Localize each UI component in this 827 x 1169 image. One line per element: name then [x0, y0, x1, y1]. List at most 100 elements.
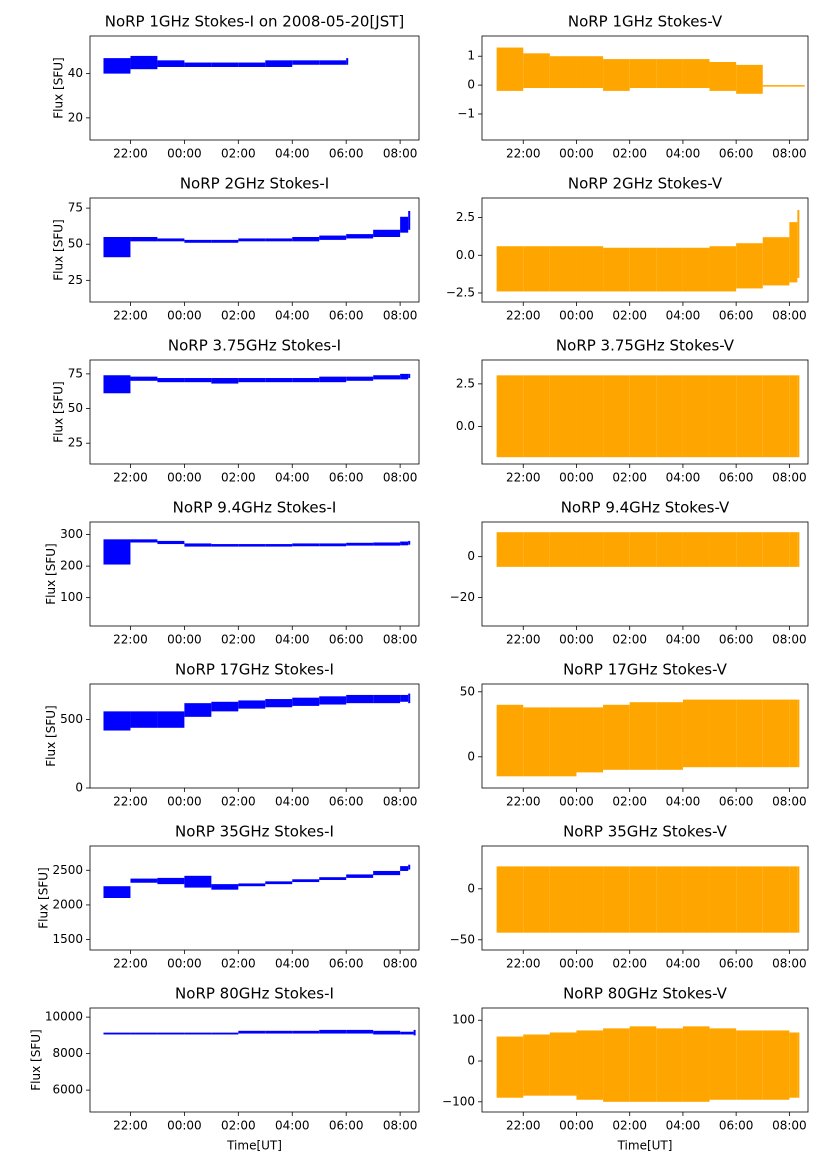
x-tick-label: 06:00 [329, 957, 364, 971]
flux-band [373, 1030, 401, 1035]
flux-band [549, 532, 577, 567]
flux-band [496, 704, 524, 777]
x-tick-label: 08:00 [383, 1119, 418, 1133]
flux-band [523, 375, 550, 458]
flux-band [238, 883, 266, 887]
flux-band [682, 59, 710, 88]
flux-band [709, 246, 737, 292]
x-tick-label: 08:00 [772, 957, 807, 971]
x-tick-label: 04:00 [666, 1119, 701, 1133]
y-axis-label: Flux [SFU] [29, 1029, 43, 1090]
flux-band [629, 59, 657, 88]
flux-band [184, 875, 212, 888]
x-tick-label: 06:00 [719, 147, 754, 161]
flux-band [576, 375, 604, 458]
y-tick-label: 8000 [52, 1046, 83, 1060]
x-tick-label: 06:00 [329, 147, 364, 161]
x-tick-label: 22:00 [506, 1119, 541, 1133]
flux-band [238, 1030, 266, 1034]
flux-band [157, 60, 185, 67]
x-tick-label: 02:00 [612, 795, 647, 809]
flux-band [549, 866, 577, 933]
y-axis-label: Flux [SFU] [44, 543, 58, 604]
flux-band [682, 375, 710, 458]
y-tick-label: −100 [442, 1094, 475, 1108]
y-tick-label: 0 [467, 749, 475, 763]
flux-band [292, 60, 320, 65]
y-tick-label: 100 [60, 590, 83, 604]
x-tick-label: 08:00 [383, 309, 418, 323]
flux-band [762, 1030, 790, 1100]
x-tick-label: 04:00 [666, 471, 701, 485]
y-tick-label: 75 [68, 201, 83, 215]
flux-band [319, 877, 347, 880]
x-tick-label: 08:00 [383, 471, 418, 485]
y-tick-label: 0 [467, 1054, 475, 1068]
x-tick-label: 00:00 [559, 795, 594, 809]
flux-band [157, 378, 185, 383]
flux-band [797, 210, 800, 278]
x-tick-label: 22:00 [506, 471, 541, 485]
flux-band [656, 375, 683, 458]
x-tick-label: 06:00 [719, 309, 754, 323]
plot-frame [481, 197, 809, 303]
x-tick-label: 06:00 [719, 795, 754, 809]
plot-frame [481, 1007, 809, 1113]
x-tick-label: 06:00 [719, 471, 754, 485]
x-tick-label: 08:00 [383, 147, 418, 161]
flux-band [413, 1029, 416, 1036]
flux-band [400, 866, 409, 871]
flux-band [496, 866, 524, 933]
flux-band [265, 238, 293, 242]
x-tick-label: 22:00 [506, 633, 541, 647]
flux-band [603, 866, 630, 933]
flux-band [157, 238, 185, 242]
x-tick-label: 06:00 [329, 633, 364, 647]
flux-band [576, 56, 604, 88]
flux-band [130, 878, 158, 883]
flux-band [789, 532, 798, 567]
y-tick-label: 100 [452, 1013, 475, 1027]
x-tick-label: 04:00 [275, 1119, 310, 1133]
y-tick-label: 0 [75, 781, 83, 795]
x-tick-label: 00:00 [559, 471, 594, 485]
flux-band [576, 866, 604, 933]
flux-band [736, 375, 763, 458]
y-tick-label: 1 [467, 49, 475, 63]
x-tick-label: 22:00 [113, 957, 148, 971]
x-tick-label: 00:00 [559, 147, 594, 161]
flux-band [797, 375, 800, 458]
flux-band [762, 375, 790, 458]
x-tick-label: 04:00 [666, 957, 701, 971]
y-tick-label: 50 [68, 237, 83, 251]
plot-frame [89, 35, 420, 141]
x-tick-label: 06:00 [329, 309, 364, 323]
flux-band [709, 1028, 737, 1100]
flux-band [346, 1029, 374, 1034]
x-tick-label: 06:00 [719, 957, 754, 971]
flux-band [576, 707, 604, 773]
plot-frame [481, 35, 809, 141]
flux-band [762, 85, 790, 87]
flux-band [130, 237, 158, 242]
y-tick-label: 2000 [52, 897, 83, 911]
flux-band [346, 376, 374, 381]
flux-band [400, 1031, 414, 1035]
chart-title: NoRP 80GHz Stokes-V [563, 985, 728, 1003]
y-axis-label: Flux [SFU] [52, 381, 66, 442]
flux-band [292, 879, 320, 883]
x-tick-label: 04:00 [275, 795, 310, 809]
flux-band [709, 532, 737, 567]
x-tick-label: 02:00 [612, 957, 647, 971]
x-tick-label: 04:00 [275, 147, 310, 161]
flux-band [656, 247, 683, 292]
x-tick-label: 02:00 [612, 471, 647, 485]
y-tick-label: 500 [60, 712, 83, 726]
y-tick-label: −2.5 [446, 285, 475, 299]
x-tick-label: 04:00 [275, 633, 310, 647]
flux-band [549, 375, 577, 458]
flux-band [346, 542, 374, 546]
flux-band [523, 707, 550, 777]
flux-band [496, 47, 524, 91]
flux-band [789, 222, 798, 283]
